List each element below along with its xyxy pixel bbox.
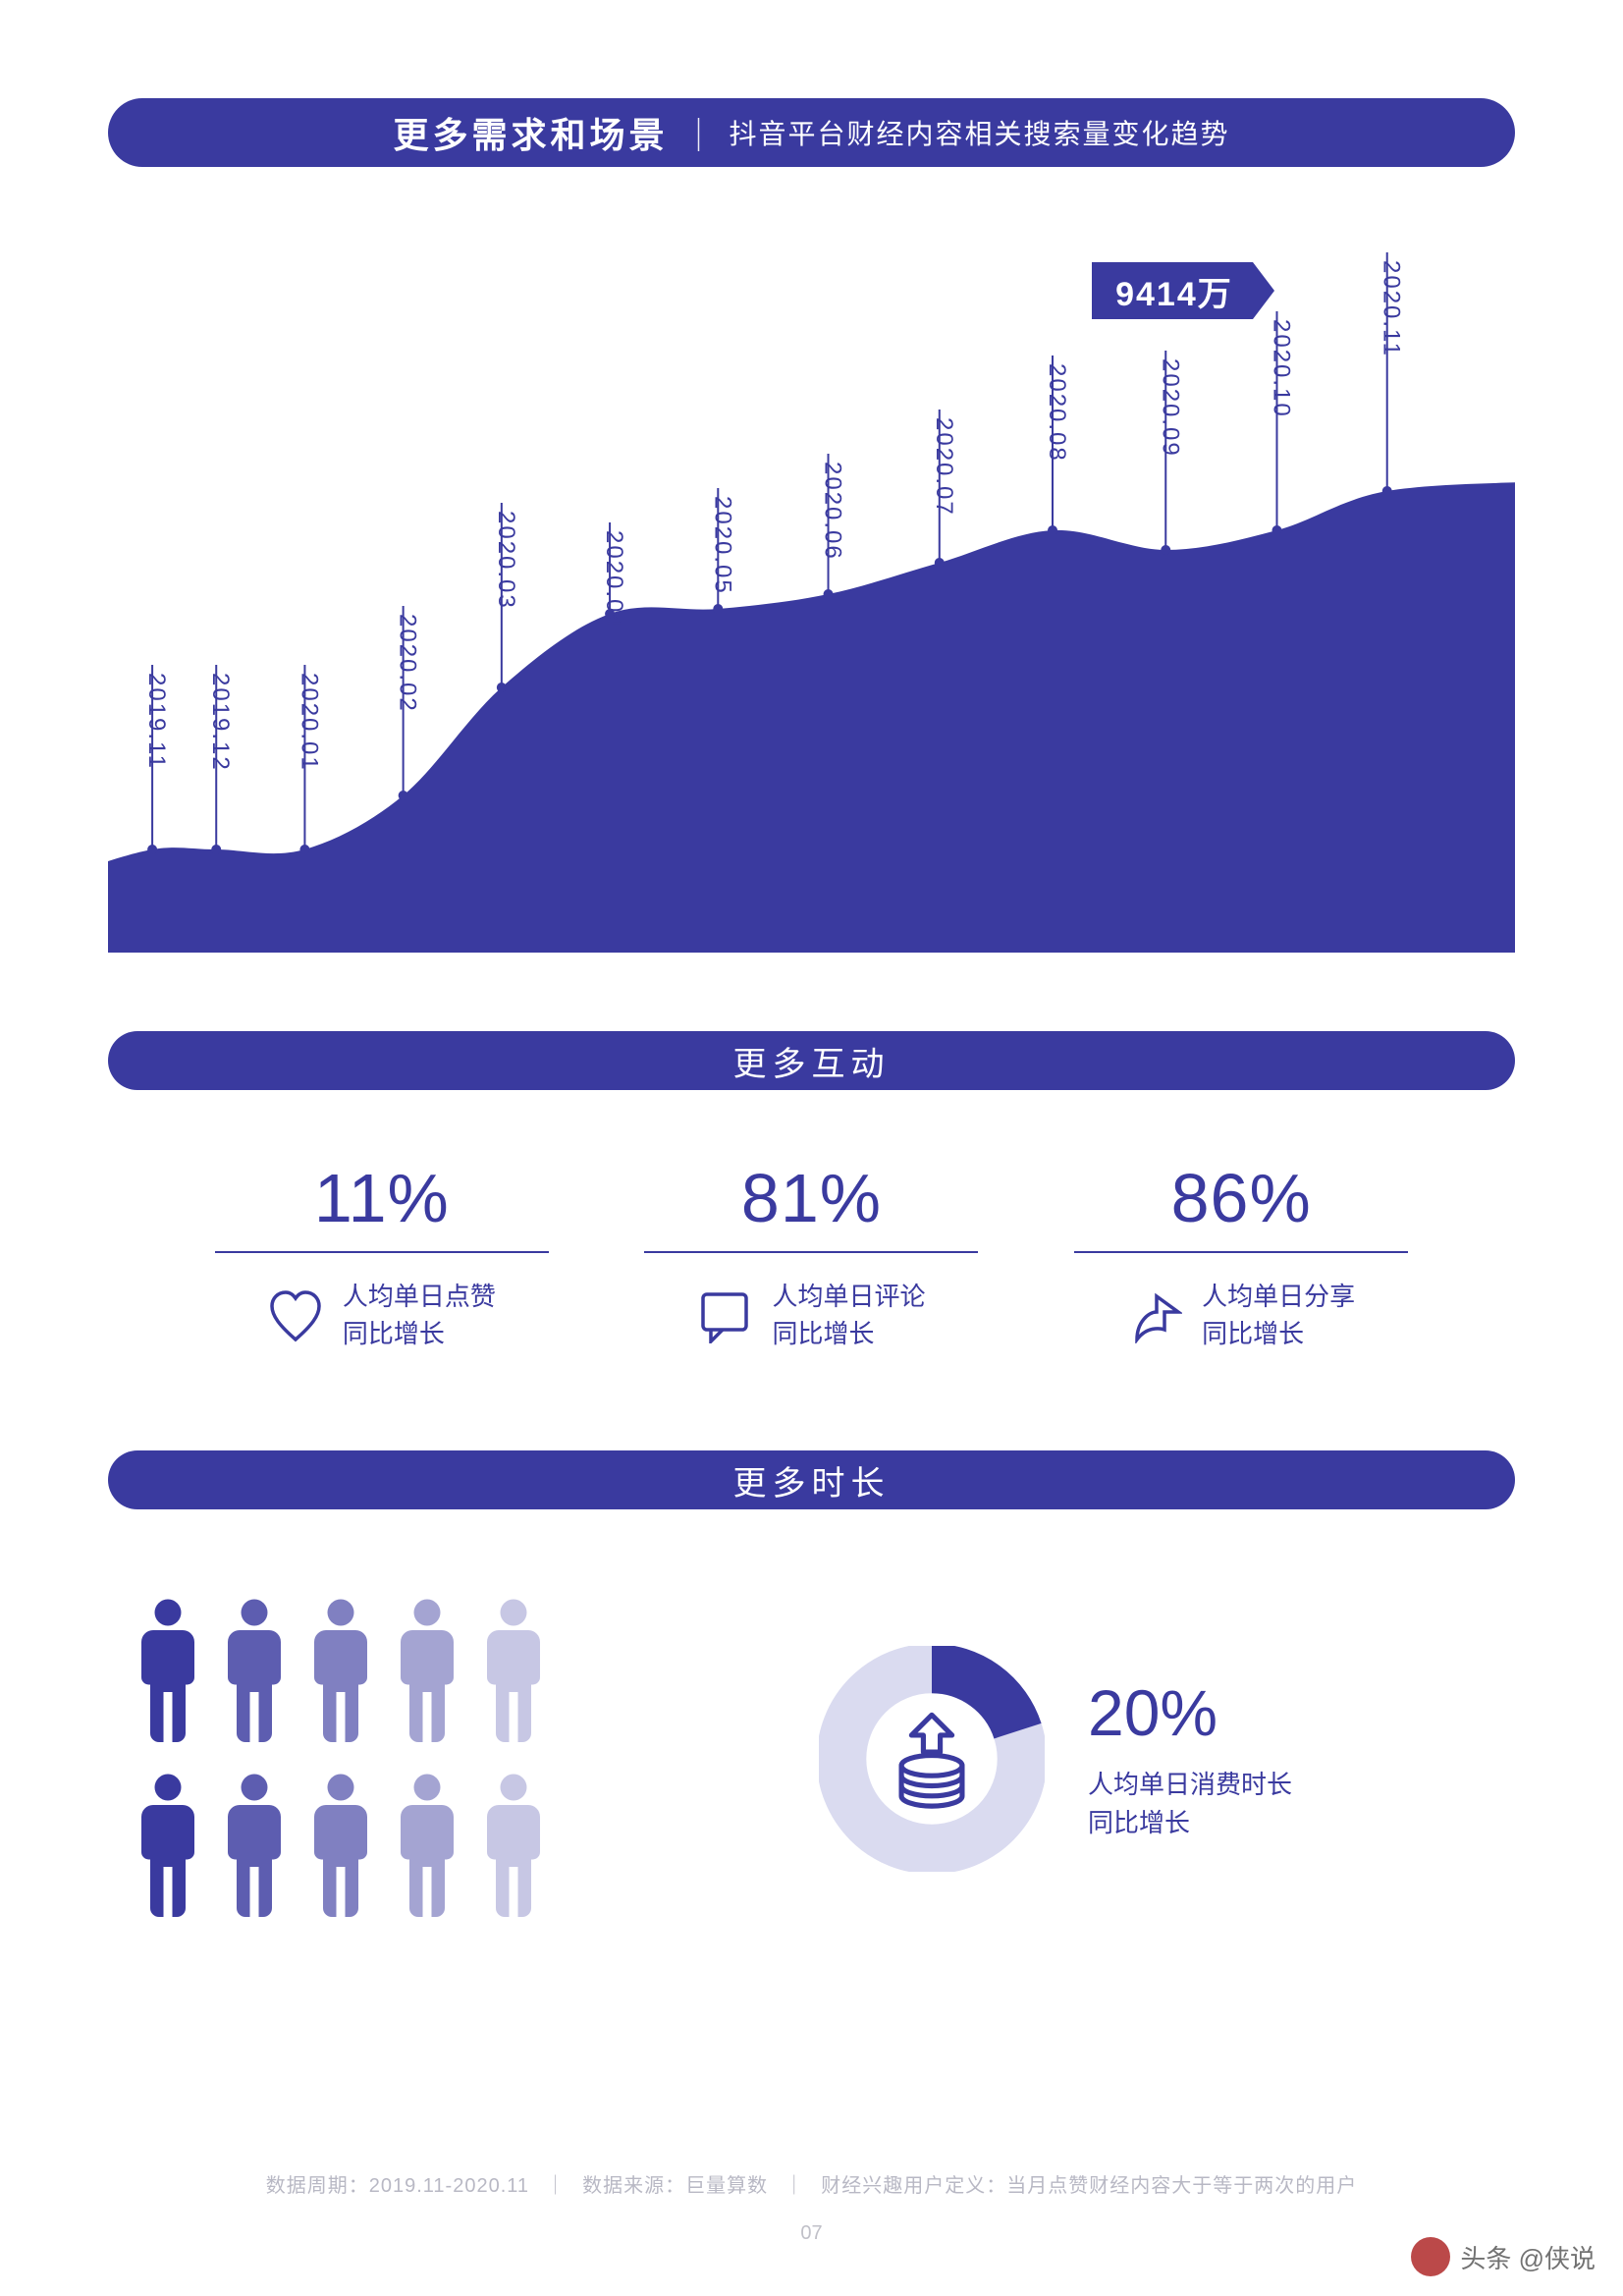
- person-icon: [224, 1598, 285, 1745]
- person-icon: [483, 1598, 544, 1745]
- gauge-desc: 人均单日消费时长 同比增长: [1088, 1766, 1292, 1842]
- people-row: [137, 1773, 544, 1920]
- footnote-part-3: 财经兴趣用户定义：当月点赞财经内容大于等于两次的用户: [821, 2175, 1357, 2197]
- month-label: 2020.11: [1378, 260, 1405, 357]
- month-label: 2020.02: [394, 614, 421, 713]
- metric-share: 86% 人均单日分享同比增长: [1074, 1159, 1408, 1352]
- metric-comment: 81% 人均单日评论同比增长: [644, 1159, 978, 1352]
- metric-desc: 人均单日点赞同比增长: [343, 1279, 496, 1352]
- month-label: 2020.08: [1043, 363, 1070, 463]
- metric-value: 11%: [215, 1159, 549, 1253]
- footnote: 数据周期：2019.11-2020.11 ｜ 数据来源：巨量算数 ｜ 财经兴趣用…: [0, 2169, 1623, 2198]
- section-title-duration-text: 更多时长: [733, 1456, 891, 1504]
- person-icon: [137, 1773, 198, 1920]
- section-title-duration: 更多时长: [108, 1450, 1515, 1509]
- page-title-bar: 更多需求和场景 ｜ 抖音平台财经内容相关搜索量变化趋势: [108, 98, 1515, 167]
- title-separator: ｜: [682, 109, 716, 157]
- footnote-part-2: 数据来源：巨量算数: [582, 2175, 768, 2197]
- comment-icon: [697, 1288, 752, 1343]
- people-row: [137, 1598, 544, 1745]
- month-label: 2020.05: [708, 496, 735, 595]
- title-main: 更多需求和场景: [393, 107, 668, 158]
- peak-value-badge: 9414万: [1092, 262, 1253, 319]
- heart-icon: [268, 1288, 323, 1343]
- person-icon: [397, 1773, 458, 1920]
- metric-heart: 11% 人均单日点赞同比增长: [215, 1159, 549, 1352]
- gauge-block: 20% 人均单日消费时长 同比增长: [819, 1646, 1292, 1872]
- month-label: 2020.09: [1156, 358, 1183, 458]
- page-number: 07: [0, 2222, 1623, 2245]
- metrics-row: 11% 人均单日点赞同比增长 81% 人均单日评论同比增长 86% 人均单日分享同比增长: [108, 1159, 1515, 1352]
- section-title-interaction: 更多互动: [108, 1031, 1515, 1090]
- watermark-avatar-icon: [1411, 2237, 1450, 2276]
- title-sub: 抖音平台财经内容相关搜索量变化趋势: [730, 113, 1230, 152]
- footnote-sep: ｜: [546, 2175, 567, 2197]
- gauge-value: 20%: [1088, 1675, 1292, 1750]
- gauge-desc-line1: 人均单日消费时长: [1088, 1766, 1292, 1804]
- gauge-desc-line2: 同比增长: [1088, 1804, 1292, 1842]
- footnote-part-1: 数据周期：2019.11-2020.11: [266, 2175, 529, 2197]
- month-label: 2020.04: [600, 530, 627, 629]
- person-icon: [310, 1598, 371, 1745]
- footnote-sep: ｜: [784, 2175, 805, 2197]
- metric-value: 81%: [644, 1159, 978, 1253]
- month-label: 2020.01: [295, 673, 322, 772]
- area-chart-svg: [108, 226, 1515, 953]
- area-chart: 9414万 2019.11 2019.12 2020.01 2020.02 2020.0…: [108, 226, 1515, 953]
- coins-arrow-icon: [878, 1705, 986, 1813]
- metric-desc: 人均单日评论同比增长: [772, 1279, 925, 1352]
- watermark: 头条 @侠说: [1411, 2237, 1596, 2276]
- metric-desc: 人均单日分享同比增长: [1202, 1279, 1355, 1352]
- share-icon: [1127, 1288, 1182, 1343]
- person-icon: [224, 1773, 285, 1920]
- month-label: 2019.11: [142, 673, 170, 770]
- gauge-center-icon: [819, 1646, 1045, 1872]
- section-title-interaction-text: 更多互动: [733, 1037, 891, 1085]
- gauge-text: 20% 人均单日消费时长 同比增长: [1088, 1675, 1292, 1842]
- person-icon: [310, 1773, 371, 1920]
- watermark-text: 头条 @侠说: [1460, 2239, 1596, 2275]
- peak-value-text: 9414万: [1115, 267, 1233, 315]
- metric-value: 86%: [1074, 1159, 1408, 1253]
- progress-gauge: [819, 1646, 1045, 1872]
- person-icon: [483, 1773, 544, 1920]
- person-icon: [397, 1598, 458, 1745]
- duration-row: 20% 人均单日消费时长 同比增长: [108, 1578, 1515, 1920]
- month-label: 2019.12: [206, 673, 234, 772]
- month-label: 2020.03: [492, 511, 519, 610]
- people-grid: [137, 1598, 544, 1920]
- month-label: 2020.06: [819, 462, 846, 561]
- month-label: 2020.10: [1267, 319, 1294, 418]
- month-label: 2020.07: [930, 417, 957, 517]
- person-icon: [137, 1598, 198, 1745]
